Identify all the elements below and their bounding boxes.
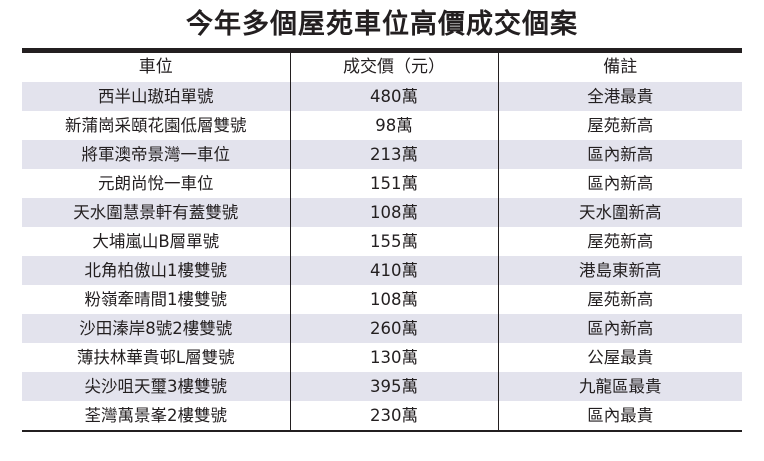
cell-transaction-price: 108萬 xyxy=(289,285,498,314)
table-row: 粉嶺牽晴間1樓雙號 108萬 屋苑新高 xyxy=(22,285,742,314)
cell-parking-space-name: 尖沙咀天璽3樓雙號 xyxy=(22,372,290,401)
parking-space-deals-table: 車位 成交價（元） 備註 西半山璈珀單號 480萬 全港最貴 新蒲崗采頤花園低層雙號 9… xyxy=(22,48,742,432)
cell-transaction-price: 130萬 xyxy=(289,343,498,372)
table-row: 薄扶林華貴邨L層雙號 130萬 公屋最貴 xyxy=(22,343,742,372)
cell-parking-space-name: 荃灣萬景峯2樓雙號 xyxy=(22,401,290,432)
cell-parking-space-name: 北角柏傲山1樓雙號 xyxy=(22,256,290,285)
cell-parking-space-name: 新蒲崗采頤花園低層雙號 xyxy=(22,111,290,140)
table-row: 荃灣萬景峯2樓雙號 230萬 區內最貴 xyxy=(22,401,742,432)
table-header: 車位 成交價（元） 備註 xyxy=(22,48,742,82)
cell-remark: 全港最貴 xyxy=(497,82,742,111)
cell-parking-space-name: 天水圍慧景軒有蓋雙號 xyxy=(22,198,290,227)
cell-parking-space-name: 大埔嵐山B層單號 xyxy=(22,227,290,256)
column-header-note: 備註 xyxy=(497,48,742,82)
cell-remark: 屋苑新高 xyxy=(497,227,742,256)
cell-transaction-price: 260萬 xyxy=(289,314,498,343)
cell-transaction-price: 230萬 xyxy=(289,401,498,432)
cell-remark: 區內新高 xyxy=(497,314,742,343)
cell-transaction-price: 410萬 xyxy=(289,256,498,285)
table-row: 沙田溱岸8號2樓雙號 260萬 區內新高 xyxy=(22,314,742,343)
column-header-price: 成交價（元） xyxy=(289,48,498,82)
table-container: 車位 成交價（元） 備註 西半山璈珀單號 480萬 全港最貴 新蒲崗采頤花園低層雙號 9… xyxy=(22,48,742,432)
page-title: 今年多個屋苑車位高價成交個案 xyxy=(186,9,578,40)
cell-transaction-price: 108萬 xyxy=(289,198,498,227)
cell-parking-space-name: 沙田溱岸8號2樓雙號 xyxy=(22,314,290,343)
cell-remark: 九龍區最貴 xyxy=(497,372,742,401)
cell-remark: 區內最貴 xyxy=(497,401,742,432)
cell-parking-space-name: 西半山璈珀單號 xyxy=(22,82,290,111)
cell-remark: 港島東新高 xyxy=(497,256,742,285)
cell-remark: 公屋最貴 xyxy=(497,343,742,372)
cell-transaction-price: 151萬 xyxy=(289,169,498,198)
cell-parking-space-name: 薄扶林華貴邨L層雙號 xyxy=(22,343,290,372)
cell-transaction-price: 213萬 xyxy=(289,140,498,169)
cell-transaction-price: 395萬 xyxy=(289,372,498,401)
table-row: 尖沙咀天璽3樓雙號 395萬 九龍區最貴 xyxy=(22,372,742,401)
cell-transaction-price: 98萬 xyxy=(289,111,498,140)
cell-parking-space-name: 將軍澳帝景灣一車位 xyxy=(22,140,290,169)
cell-transaction-price: 155萬 xyxy=(289,227,498,256)
table-row: 西半山璈珀單號 480萬 全港最貴 xyxy=(22,82,742,111)
cell-parking-space-name: 元朗尚悅一車位 xyxy=(22,169,290,198)
table-header-row: 車位 成交價（元） 備註 xyxy=(22,48,742,82)
table-row: 大埔嵐山B層單號 155萬 屋苑新高 xyxy=(22,227,742,256)
cell-parking-space-name: 粉嶺牽晴間1樓雙號 xyxy=(22,285,290,314)
column-header-name: 車位 xyxy=(22,48,290,82)
cell-remark: 屋苑新高 xyxy=(497,285,742,314)
cell-remark: 區內新高 xyxy=(497,169,742,198)
table-row: 元朗尚悅一車位 151萬 區內新高 xyxy=(22,169,742,198)
table-body: 西半山璈珀單號 480萬 全港最貴 新蒲崗采頤花園低層雙號 98萬 屋苑新高 將軍澳帝景灣一… xyxy=(22,82,742,432)
table-row: 天水圍慧景軒有蓋雙號 108萬 天水圍新高 xyxy=(22,198,742,227)
cell-remark: 屋苑新高 xyxy=(497,111,742,140)
table-row: 新蒲崗采頤花園低層雙號 98萬 屋苑新高 xyxy=(22,111,742,140)
table-row: 將軍澳帝景灣一車位 213萬 區內新高 xyxy=(22,140,742,169)
table-row: 北角柏傲山1樓雙號 410萬 港島東新高 xyxy=(22,256,742,285)
cell-transaction-price: 480萬 xyxy=(289,82,498,111)
cell-remark: 天水圍新高 xyxy=(497,198,742,227)
cell-remark: 區內新高 xyxy=(497,140,742,169)
